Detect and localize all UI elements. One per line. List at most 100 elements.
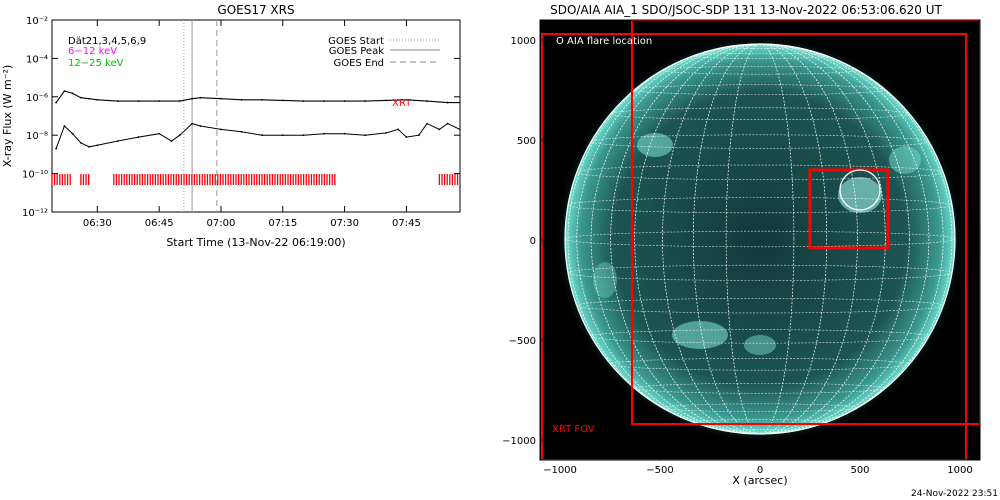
longitude-line [693, 44, 827, 434]
goes-point-long [158, 100, 161, 102]
goes-x-tick-label: 07:00 [207, 218, 236, 229]
goes-point-long [261, 98, 264, 101]
goes-point-long [343, 100, 346, 102]
goes-point-short [96, 144, 99, 147]
goes-point-short [384, 132, 387, 134]
goes-point-long [384, 99, 387, 102]
goes-point-long [117, 100, 119, 102]
goes-point-short [191, 122, 194, 125]
goes-point-short [79, 141, 82, 144]
goes-point-long [88, 97, 90, 100]
xrt-annotation: XRT [392, 98, 412, 109]
goes-point-short [88, 145, 90, 148]
aia-x-tick-label: 0 [757, 465, 763, 476]
aia-x-axis: −1000 −500 0 500 1000 [543, 454, 973, 476]
active-region-east [889, 146, 921, 174]
active-region-south [744, 335, 776, 355]
goes-point-long [220, 97, 222, 100]
goes-point-short [178, 134, 181, 137]
aia-y-tick-label: 1000 [511, 36, 536, 47]
goes-y-axis-label: X-ray Flux (W m⁻²) [1, 65, 14, 167]
xrt-fov-box [541, 33, 967, 460]
goes-x-tick-label: 07:45 [392, 218, 421, 229]
goes-x-axis: 06:30 06:45 07:00 07:15 07:30 07:45 [83, 20, 421, 229]
goes-y-tick-label: 10⁻⁶ [26, 93, 48, 104]
goes-y-tick-label: 10⁻⁸ [26, 131, 48, 142]
aia-overlays [541, 20, 980, 460]
goes-channel-legend: Dät21,3,4,5,6,9 6−12 keV 12−25 keV [68, 36, 146, 69]
goes-point-long [240, 98, 243, 101]
goes-x-tick-label: 07:30 [330, 218, 359, 229]
goes-point-short [397, 128, 400, 131]
aia-x-tick-label: −500 [646, 465, 673, 476]
active-regions [593, 133, 921, 355]
goes-point-long [405, 98, 408, 101]
aia-plot-title: SDO/AIA AIA_1 SDO/JSOC-SDP 131 13-Nov-20… [550, 3, 942, 17]
goes-point-long [55, 101, 58, 104]
goes-point-short [323, 132, 325, 135]
goes-y-tick-label: 10⁻¹² [22, 208, 48, 219]
goes-point-long [191, 97, 194, 100]
goes-y-tick-label: 10⁻¹⁰ [22, 170, 48, 181]
goes-plot-title: GOES17 XRS [217, 3, 294, 17]
goes-point-short [71, 132, 74, 135]
goes-x-axis-label: Start Time (13-Nov-22 06:19:00) [166, 236, 345, 249]
goes-point-short [55, 147, 58, 150]
goes-point-long [137, 100, 140, 102]
active-region-ne [637, 133, 673, 157]
active-region-flare [838, 177, 882, 213]
goes-point-long [446, 101, 449, 104]
goes-point-short [364, 134, 367, 137]
goes-xrs-plot: GOES17 XRS 10⁻¹² 10⁻¹⁰ 10⁻⁸ 10⁻⁶ 10⁻⁴ 10⁻² 06… [1, 3, 461, 249]
goes-point-long [459, 101, 460, 104]
goes-point-short [281, 134, 284, 137]
longitude-line [634, 44, 886, 434]
goes-point-short [459, 128, 460, 131]
goes-point-short [405, 136, 408, 138]
aia-y-tick-label: −1000 [502, 436, 536, 447]
goes-point-long [426, 100, 428, 102]
goes-y-axis: 10⁻¹² 10⁻¹⁰ 10⁻⁸ 10⁻⁶ 10⁻⁴ 10⁻² [22, 16, 460, 219]
goes-point-long [71, 92, 74, 95]
longitude-line [567, 44, 953, 434]
goes-x-tick-label: 06:30 [83, 218, 112, 229]
goes-point-long [96, 98, 99, 101]
aia-y-tick-label: −500 [509, 336, 536, 347]
goes-point-long [323, 100, 325, 102]
legend-goes-peak: GOES Peak [329, 46, 384, 57]
aia-x-tick-label: −1000 [543, 465, 577, 476]
goes-point-short [220, 128, 222, 131]
goes-point-long [63, 90, 66, 92]
goes-point-short [426, 122, 428, 125]
xrt-fov-label: XRT FOV [552, 424, 595, 435]
goes-y-tick-label: 10⁻⁴ [26, 54, 48, 65]
goes-point-long [79, 96, 82, 99]
goes-point-long [199, 96, 202, 99]
goes-point-long [178, 100, 181, 102]
goes-point-short [170, 140, 173, 142]
goes-point-short [137, 136, 140, 138]
goes-point-short [117, 140, 119, 142]
goes-point-long [364, 100, 367, 102]
goes-series-group [55, 90, 460, 150]
goes-point-long [302, 100, 305, 102]
channel-label-detectors: Dät21,3,4,5,6,9 [68, 36, 146, 47]
goes-point-short [240, 130, 243, 133]
legend-goes-start: GOES Start [328, 36, 384, 47]
goes-y-tick-label: 10⁻² [26, 16, 48, 27]
footer-timestamp: 24-Nov-2022 23:51 [911, 489, 998, 499]
goes-series-short [55, 122, 460, 149]
aia-y-tick-label: 500 [517, 136, 536, 147]
legend-goes-end: GOES End [334, 58, 384, 69]
xrt-fov-box [631, 20, 980, 425]
aia-y-axis: −1000 −500 0 500 1000 [502, 36, 546, 447]
goes-point-short [63, 125, 66, 127]
aia-y-tick-label: 0 [530, 236, 536, 247]
aia-image-plot: SDO/AIA AIA_1 SDO/JSOC-SDP 131 13-Nov-20… [502, 3, 981, 487]
goes-point-short [343, 132, 346, 135]
aia-x-axis-label: X (arcsec) [732, 474, 787, 487]
solar-disk [565, 44, 955, 434]
goes-point-short [438, 128, 441, 131]
longitude-line [725, 44, 795, 434]
